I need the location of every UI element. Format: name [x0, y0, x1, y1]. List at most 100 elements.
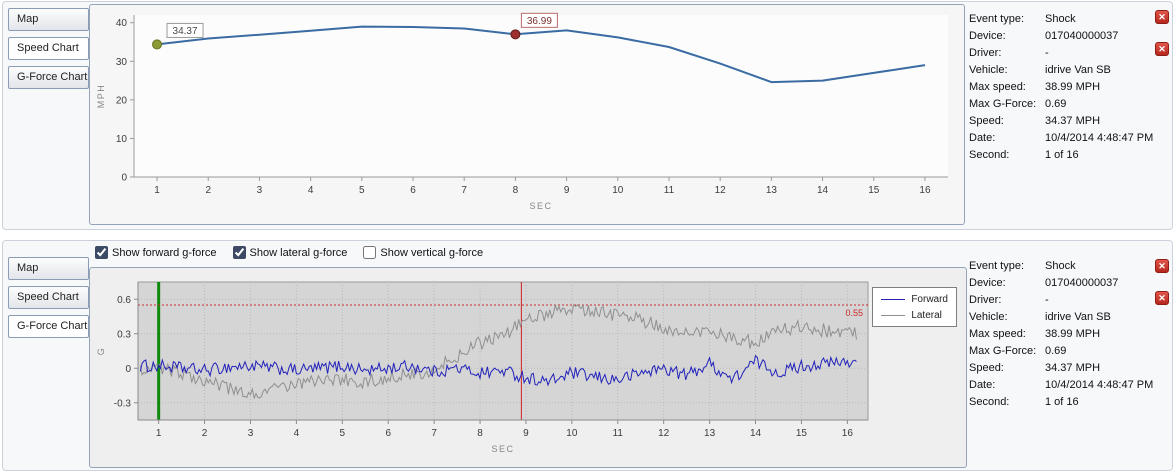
svg-text:-0.3: -0.3	[114, 398, 132, 409]
info-label: Max speed:	[969, 327, 1026, 340]
checkbox-label: Show lateral g-force	[249, 246, 348, 259]
svg-text:2: 2	[202, 428, 208, 439]
speed-chart[interactable]: 0 10 20 30 40 1 2 3 4 5 6 7 8 9 10 11 12 13 14 15 16 SEC MPH 34…	[89, 4, 965, 225]
checkbox-show-lateral-gforce[interactable]: Show lateral g-force	[232, 246, 348, 259]
checkbox-input[interactable]	[95, 246, 108, 259]
tab-map[interactable]: Map	[8, 8, 89, 31]
info-row: Date: 10/4/2014 4:48:47 PM	[969, 376, 1165, 393]
info-label: Date:	[969, 131, 996, 144]
svg-text:1: 1	[154, 185, 160, 196]
lateral-line-swatch	[881, 314, 906, 316]
svg-text:12: 12	[715, 185, 727, 196]
svg-text:3: 3	[248, 428, 254, 439]
svg-text:1: 1	[156, 428, 162, 439]
svg-text:2: 2	[205, 185, 211, 196]
info-value: -	[1045, 46, 1049, 59]
svg-text:36.99: 36.99	[527, 16, 552, 27]
svg-text:SEC: SEC	[491, 444, 514, 454]
svg-text:13: 13	[766, 185, 778, 196]
checkbox-show-forward-gforce[interactable]: Show forward g-force	[95, 246, 217, 259]
svg-text:16: 16	[842, 428, 854, 439]
info-value: 38.99 MPH	[1045, 327, 1101, 340]
close-icon[interactable]: ✕	[1155, 42, 1169, 56]
info-value: idrive Van SB	[1045, 63, 1111, 76]
info-row: Max G-Force: 0.69	[969, 95, 1165, 112]
svg-text:34.37: 34.37	[173, 26, 198, 37]
info-value: 017040000037	[1045, 29, 1119, 42]
info-value: idrive Van SB	[1045, 310, 1111, 323]
svg-text:30: 30	[116, 57, 128, 68]
info-value: 38.99 MPH	[1045, 80, 1101, 93]
checkbox-label: Show forward g-force	[112, 246, 217, 259]
checkbox-input[interactable]	[363, 246, 377, 259]
gforce-chart-panel: Show forward g-force Show lateral g-forc…	[2, 240, 1173, 471]
info-row: Second: 1 of 16	[969, 146, 1165, 163]
legend: Forward Lateral	[872, 287, 957, 327]
info-label: Event type:	[969, 259, 1025, 272]
svg-text:15: 15	[868, 185, 880, 196]
info-label: Device:	[969, 276, 1006, 289]
svg-text:4: 4	[308, 185, 314, 196]
svg-text:7: 7	[461, 185, 467, 196]
info-row: Max speed: 38.99 MPH	[969, 325, 1165, 342]
svg-text:0: 0	[125, 364, 131, 375]
forward-line-swatch	[881, 298, 906, 300]
close-icon[interactable]: ✕	[1155, 10, 1169, 24]
svg-text:G: G	[96, 347, 106, 356]
checkbox-label: Show vertical g-force	[380, 246, 484, 259]
info-label: Second:	[969, 395, 1010, 408]
info-row: Second: 1 of 16	[969, 393, 1165, 410]
svg-text:9: 9	[564, 185, 570, 196]
tab-map[interactable]: Map	[8, 257, 89, 280]
tab-speed-chart[interactable]: Speed Chart	[8, 286, 89, 309]
info-value: 0.69	[1045, 344, 1067, 357]
close-icon[interactable]: ✕	[1155, 291, 1169, 305]
info-row: Date: 10/4/2014 4:48:47 PM	[969, 129, 1165, 146]
gforce-chart[interactable]: 0.55 -0.3 0 0.3 0.6 1 2 3 4 5 6 7 8 9 10 11 12 13 14 15 16 SE…	[89, 267, 967, 468]
info-value: 10/4/2014 4:48:47 PM	[1045, 131, 1154, 144]
tab-gforce-chart[interactable]: G-Force Chart	[8, 315, 89, 338]
svg-text:0.3: 0.3	[117, 329, 131, 340]
svg-text:0: 0	[121, 173, 127, 184]
svg-text:8: 8	[513, 185, 519, 196]
svg-text:16: 16	[919, 185, 931, 196]
legend-label: Lateral	[911, 309, 942, 321]
checkbox-input[interactable]	[232, 246, 246, 259]
svg-text:MPH: MPH	[96, 84, 106, 109]
tab-strip: Map Speed Chart G-Force Chart	[8, 8, 89, 95]
svg-text:4: 4	[294, 428, 300, 439]
info-row: Device: 017040000037	[969, 274, 1165, 291]
svg-text:10: 10	[566, 428, 578, 439]
info-value: 10/4/2014 4:48:47 PM	[1045, 378, 1154, 391]
svg-text:SEC: SEC	[529, 201, 552, 211]
info-row: Vehicle: idrive Van SB	[969, 61, 1165, 78]
svg-text:0.55: 0.55	[845, 308, 863, 318]
info-label: Vehicle:	[969, 310, 1008, 323]
info-row: Vehicle: idrive Van SB	[969, 308, 1165, 325]
info-row: Max speed: 38.99 MPH	[969, 78, 1165, 95]
info-value: Shock	[1045, 12, 1076, 25]
info-row: Speed: 34.37 MPH	[969, 112, 1165, 129]
info-label: Second:	[969, 148, 1010, 161]
event-info: Event type: Shock Device: 017040000037 Dri…	[969, 257, 1165, 410]
tab-gforce-chart[interactable]: G-Force Chart	[8, 66, 89, 89]
svg-text:9: 9	[523, 428, 529, 439]
svg-text:7: 7	[431, 428, 437, 439]
info-value: 0.69	[1045, 97, 1067, 110]
info-row: Max G-Force: 0.69	[969, 342, 1165, 359]
svg-text:13: 13	[704, 428, 716, 439]
info-label: Max speed:	[969, 80, 1026, 93]
tab-speed-chart[interactable]: Speed Chart	[8, 37, 89, 60]
svg-text:20: 20	[116, 95, 128, 106]
checkbox-show-vertical-gforce[interactable]: Show vertical g-force	[363, 246, 483, 259]
svg-text:14: 14	[750, 428, 762, 439]
svg-text:12: 12	[658, 428, 670, 439]
legend-item-lateral: Lateral	[881, 307, 948, 323]
info-row: Driver: -	[969, 44, 1165, 61]
gforce-chart-svg[interactable]: 0.55-0.300.30.61 2 3 4 5 6 7 8 9 10 11 12 13 14 15 16SE…	[90, 268, 966, 467]
tab-strip: Map Speed Chart G-Force Chart	[8, 257, 89, 344]
svg-text:6: 6	[385, 428, 391, 439]
svg-text:5: 5	[340, 428, 346, 439]
close-icon[interactable]: ✕	[1155, 259, 1169, 273]
